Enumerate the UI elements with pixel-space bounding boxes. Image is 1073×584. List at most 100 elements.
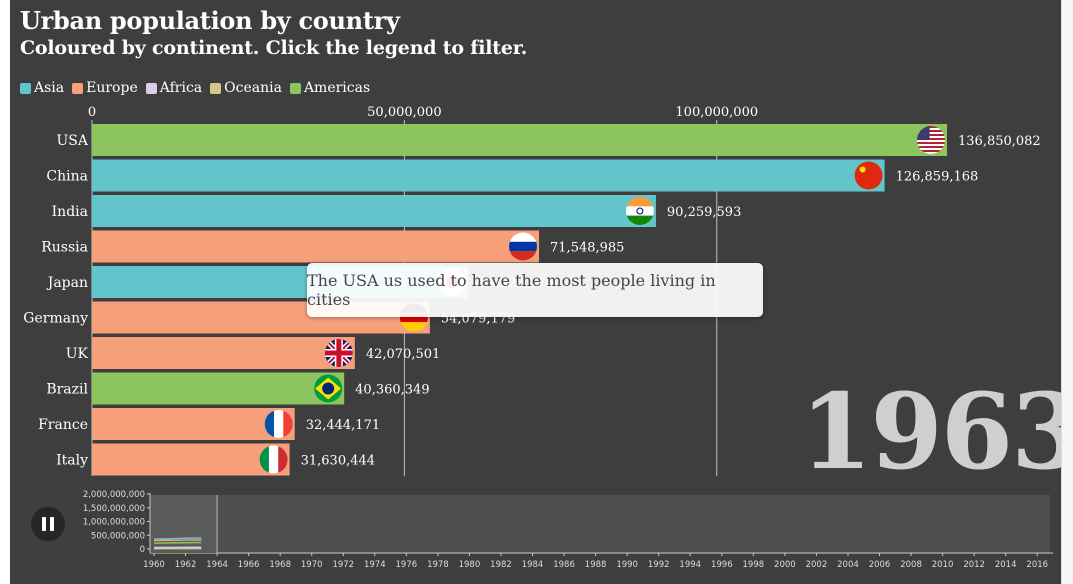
bar-italy[interactable] [92,443,290,476]
country-label: Russia [41,240,88,256]
flag-part [917,136,945,138]
value-label: 32,444,171 [306,418,380,433]
flag-globe [322,382,335,395]
timeline-year-label: 1966 [238,560,260,570]
country-label: USA [57,133,89,149]
timeline-year-label: 2008 [900,560,922,570]
country-label: UK [66,346,89,362]
bar-row[interactable]: India 90,259,593 [52,195,742,227]
timeline-year-label: 2016 [1026,560,1048,570]
bar-row[interactable]: Russia 71,548,985 [41,230,624,263]
flag-part [917,138,945,140]
timeline-year-label: 1984 [522,560,544,570]
flag-part [917,132,945,134]
legend-item-oceania[interactable]: Oceania [210,80,282,96]
timeline-year-label: 2006 [869,560,891,570]
france-flag-icon [264,410,293,438]
flag-part [625,197,654,207]
usa-flag-icon [917,126,945,154]
legend-label-asia: Asia [34,80,65,96]
russia-flag-icon [509,232,538,261]
timeline-y-label: 0 [140,545,145,555]
timeline-series-asia [153,537,202,540]
timeline-series-americas [153,541,202,544]
value-label: 126,859,168 [896,170,979,185]
timeline-year-label: 2002 [806,560,828,570]
bar-row[interactable]: China 126,859,168 [46,159,979,192]
legend-label-africa: Africa [159,80,203,96]
bar-brazil[interactable] [92,372,345,405]
page-scrollbar[interactable] [1061,0,1073,584]
flag-part [264,410,275,438]
value-label: 71,548,985 [550,241,624,256]
chart-title: Urban population by country [20,6,400,35]
value-label: 40,360,349 [355,383,429,398]
timeline-year-label: 1996 [711,560,733,570]
flag-part [509,232,538,242]
uk-flag-icon [324,339,353,367]
timeline-series-europe [153,539,202,542]
india-flag-icon [625,197,654,225]
flag-part [324,350,353,356]
legend-item-europe[interactable]: Europe [72,80,138,96]
flag-part [399,312,428,323]
legend-item-americas[interactable]: Americas [289,80,371,96]
flag-part [283,410,293,438]
pause-button[interactable] [31,507,65,541]
pause-icon-bar [50,517,54,531]
value-label: 136,850,082 [958,134,1041,149]
legend-item-asia[interactable]: Asia [20,80,64,96]
flag-part [917,128,945,130]
flag-part [917,134,945,136]
flag-part [917,142,945,144]
legend-label-europe: Europe [86,80,138,96]
bar-china[interactable] [92,159,885,192]
bar-uk[interactable] [92,337,355,369]
bar-row[interactable]: USA 136,850,082 [57,124,1041,156]
flag-part [278,445,288,474]
timeline-year-label: 1976 [396,560,418,570]
timeline-y-label: 500,000,000 [91,531,145,541]
value-label: 90,259,593 [667,205,741,220]
timeline-background [150,495,1050,553]
italy-flag-icon [259,445,288,474]
pause-icon [42,517,46,531]
timeline-chart[interactable]: 2,000,000,000 1,500,000,000 1,000,000,000 5… [10,0,1061,584]
flag-part [274,410,284,438]
flag-part [509,241,538,252]
timeline-year-label: 2010 [932,560,954,570]
timeline-year-label: 2014 [995,560,1017,570]
timeline-year-label: 2000 [774,560,796,570]
country-label: Japan [46,275,88,291]
legend-swatch-oceania [210,82,222,94]
bar-row[interactable]: Italy 31,630,444 [56,443,375,476]
flag-part [625,206,654,216]
legend-swatch-asia [20,82,31,94]
x-tick-label: 0 [88,105,96,120]
bar-row[interactable]: UK 42,070,501 [66,337,441,369]
timeline-year-label: 1972 [332,560,354,570]
bar-row[interactable]: Brazil 40,360,349 [46,372,430,405]
timeline-year-label: 1970 [301,560,323,570]
timeline-y-label: 2,000,000,000 [83,490,145,500]
bar-chart: 0 50,000,000 100,000,000 USA 136,850,082 Chin… [23,105,1041,476]
flag-part [259,445,269,474]
bar-usa[interactable] [92,124,947,156]
bar-india[interactable] [92,195,656,227]
legend-label-americas: Americas [303,80,371,96]
timeline-year-label: 1962 [175,560,197,570]
bar-france[interactable] [92,408,295,440]
country-label: Germany [23,311,88,327]
timeline-year-label: 1968 [269,560,291,570]
timeline-year-label: 1994 [679,560,701,570]
flag-part [917,140,945,142]
timeline-year-label: 1986 [553,560,575,570]
timeline-year-label: 1974 [364,560,386,570]
bar-row[interactable]: France 32,444,171 [38,408,380,440]
legend-swatch-americas [289,82,301,94]
timeline-year-label: 1988 [585,560,607,570]
country-label: Brazil [46,382,88,398]
legend-item-africa[interactable]: Africa [145,80,203,96]
bar-russia[interactable] [92,230,540,263]
timeline-year-label: 1982 [490,560,512,570]
